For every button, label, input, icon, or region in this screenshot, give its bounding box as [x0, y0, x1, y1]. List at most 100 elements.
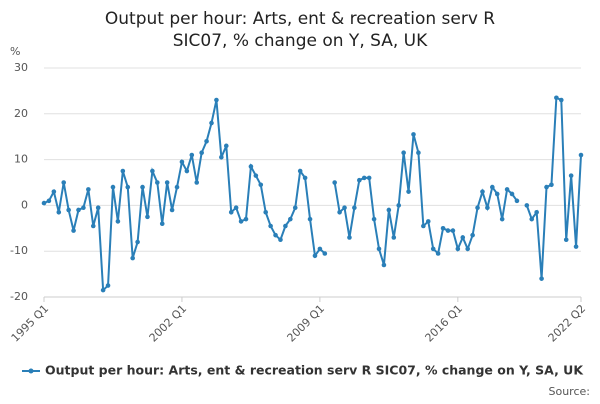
point [445, 228, 451, 233]
point [184, 168, 190, 174]
point [179, 159, 185, 165]
point [425, 219, 431, 224]
point [366, 175, 372, 181]
point [529, 216, 535, 222]
point [155, 180, 160, 185]
point [81, 205, 86, 210]
point [194, 180, 200, 185]
point [406, 189, 411, 194]
point [475, 205, 480, 210]
point [297, 168, 303, 174]
point [228, 209, 234, 215]
y-tick-label: -10 [10, 244, 28, 257]
series-line [43, 96, 582, 293]
point [396, 203, 402, 208]
point [509, 191, 515, 197]
point [361, 175, 367, 181]
point [214, 97, 219, 103]
legend-label: Output per hour: Arts, ent & recreation … [45, 363, 584, 378]
point [110, 184, 116, 190]
point [164, 180, 170, 185]
legend-marker [28, 368, 34, 374]
point [440, 226, 446, 231]
point [292, 205, 298, 210]
x-tick-label: 2022 Q2 [546, 302, 589, 345]
point [120, 168, 126, 174]
point [494, 191, 500, 197]
y-tick-label: 10 [14, 153, 28, 166]
point [549, 182, 554, 188]
point [421, 223, 426, 229]
point [568, 173, 574, 178]
point [480, 189, 485, 194]
point [455, 246, 461, 252]
point [140, 184, 145, 190]
point [199, 150, 204, 156]
y-tick-label: 0 [21, 198, 28, 211]
point [381, 262, 387, 268]
point [490, 184, 495, 190]
point [174, 184, 180, 190]
point [371, 216, 377, 222]
point [145, 214, 150, 220]
point [504, 187, 510, 192]
point [258, 182, 264, 188]
point [332, 180, 337, 185]
point [283, 223, 288, 229]
point [460, 235, 466, 240]
point [56, 209, 62, 215]
point [342, 205, 347, 210]
point [539, 276, 544, 281]
x-tick-label: 2002 Q1 [147, 302, 190, 345]
point [86, 187, 91, 192]
point [376, 246, 382, 252]
point [337, 209, 342, 215]
point [238, 219, 244, 224]
point [302, 175, 308, 181]
point [135, 239, 140, 245]
point [204, 138, 209, 144]
point [499, 216, 505, 222]
point [416, 150, 421, 156]
point [401, 150, 406, 156]
point [352, 205, 357, 210]
point [435, 251, 441, 256]
chart-title: Output per hour: Arts, ent & recreation … [104, 9, 496, 51]
point [66, 207, 71, 213]
point [411, 132, 416, 137]
y-tick-label: 20 [14, 107, 28, 120]
point [223, 143, 229, 149]
point [391, 235, 397, 240]
point [573, 244, 579, 249]
point [100, 287, 106, 293]
point [558, 97, 564, 103]
point [578, 152, 584, 158]
point [243, 216, 249, 222]
point [554, 95, 559, 101]
point [465, 246, 470, 252]
point [563, 237, 569, 243]
point [470, 232, 475, 238]
point [115, 219, 121, 224]
point [524, 203, 530, 208]
point [150, 168, 155, 174]
point [263, 209, 268, 215]
point [233, 205, 239, 210]
point [169, 207, 175, 213]
point [430, 246, 436, 252]
point [159, 221, 165, 227]
point [514, 198, 520, 204]
y-tick-label: -20 [10, 290, 28, 303]
point [534, 209, 539, 215]
point [41, 200, 47, 206]
point [71, 228, 76, 233]
point [347, 235, 352, 240]
y-tick-label: 30 [14, 61, 28, 74]
point [307, 216, 313, 222]
x-tick-label: 2016 Q1 [423, 302, 466, 345]
point [130, 255, 135, 261]
point [322, 251, 328, 256]
point [248, 164, 254, 169]
